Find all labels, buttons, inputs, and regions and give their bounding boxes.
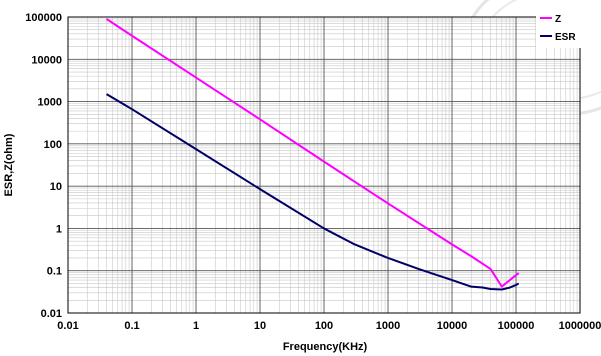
x-tick-label: 10 (254, 320, 266, 332)
y-tick-label: 0.01 (41, 308, 62, 320)
grid-lines (67, 16, 581, 314)
series-line-z (105, 18, 520, 288)
legend-label-z: Z (555, 14, 561, 25)
legend-label-esr: ESR (555, 32, 576, 43)
legend-box (536, 8, 588, 48)
series-lines (105, 18, 520, 291)
y-axis-tick-labels: 0.01 0.1 1 10 100 1000 10000 100000 (25, 12, 62, 320)
plot-border (67, 16, 581, 314)
y-tick-label: 1 (56, 223, 62, 235)
x-tick-label: 1000 (376, 320, 400, 332)
y-tick-label: 10 (50, 181, 62, 193)
x-axis-tick-labels: 0.01 0.1 1 10 100 1000 10000 100000 1000000 (57, 320, 601, 332)
legend: Z ESR (536, 8, 588, 48)
y-axis-title: ESR,Z(ohm) (3, 133, 15, 196)
x-tick-label: 0.1 (124, 320, 139, 332)
y-tick-label: 0.1 (47, 266, 62, 278)
x-tick-label: 10000 (437, 320, 468, 332)
x-axis-title: Frequency(KHz) (283, 341, 368, 353)
y-tick-label: 100 (44, 139, 62, 151)
x-tick-label: 100 (315, 320, 333, 332)
x-tick-label: 0.01 (57, 320, 78, 332)
y-tick-label: 100000 (25, 12, 62, 24)
x-tick-label: 1000000 (559, 320, 601, 332)
y-tick-label: 1000 (38, 97, 62, 109)
x-tick-label: 1 (193, 320, 199, 332)
x-tick-label: 100000 (498, 320, 535, 332)
y-tick-label: 10000 (31, 54, 62, 66)
series-line-esr (106, 93, 520, 291)
